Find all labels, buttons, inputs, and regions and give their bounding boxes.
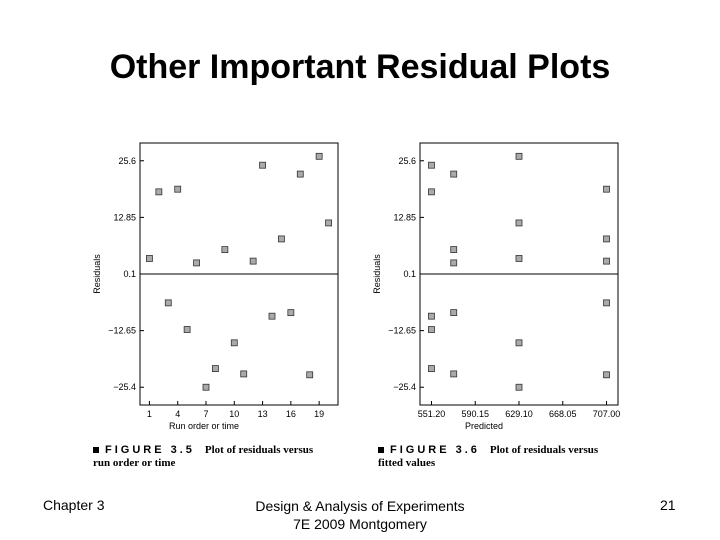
data-point bbox=[155, 188, 163, 196]
data-point bbox=[306, 371, 314, 379]
figure-3-5-caption: FIGURE 3.5 Plot of residuals versus run o… bbox=[93, 444, 363, 470]
y-tick-label: −25.4 bbox=[113, 382, 136, 392]
slide-title: Other Important Residual Plots bbox=[109, 48, 611, 86]
y-tick-label: 12.85 bbox=[393, 212, 416, 222]
x-tick-label: 629.10 bbox=[505, 409, 533, 419]
x-axis-label: Predicted bbox=[465, 421, 503, 431]
y-axis-label: Residuals bbox=[372, 254, 382, 294]
data-point bbox=[515, 219, 523, 227]
data-point bbox=[515, 152, 523, 160]
data-point bbox=[450, 309, 458, 317]
x-tick-label: 590.15 bbox=[461, 409, 489, 419]
data-point bbox=[603, 257, 610, 265]
caption-marker-icon bbox=[93, 447, 99, 454]
y-tick-label: 0.1 bbox=[403, 269, 416, 279]
x-tick-label: 13 bbox=[258, 409, 268, 419]
data-point bbox=[268, 312, 276, 320]
footer-course-info: Design & Analysis of Experiments 7E 2009… bbox=[210, 497, 510, 533]
data-point bbox=[325, 219, 332, 227]
data-point bbox=[164, 299, 172, 307]
data-point bbox=[450, 170, 458, 178]
footer-course-edition: 7E 2009 Montgomery bbox=[293, 516, 427, 532]
data-point bbox=[174, 185, 182, 193]
data-point bbox=[193, 259, 200, 267]
data-point bbox=[202, 383, 210, 391]
page-number: 21 bbox=[660, 497, 676, 513]
data-point bbox=[450, 259, 458, 267]
data-point bbox=[428, 312, 435, 320]
x-tick-label: 551.20 bbox=[418, 409, 446, 419]
x-tick-label: 16 bbox=[286, 409, 296, 419]
x-tick-label: 10 bbox=[229, 409, 239, 419]
y-tick-label: 25.6 bbox=[398, 156, 416, 166]
x-tick-label: 4 bbox=[175, 409, 180, 419]
y-tick-label: −12.65 bbox=[108, 326, 136, 336]
data-point bbox=[428, 326, 435, 333]
data-point bbox=[183, 326, 191, 333]
x-tick-label: 1 bbox=[147, 409, 152, 419]
data-point bbox=[221, 246, 229, 253]
data-point bbox=[515, 383, 523, 391]
figure-3-6-caption: FIGURE 3.6 Plot of residuals versus fitte… bbox=[378, 444, 648, 470]
data-point bbox=[603, 185, 610, 193]
data-point bbox=[603, 235, 610, 243]
data-point bbox=[296, 170, 304, 178]
data-point bbox=[249, 257, 257, 265]
data-point bbox=[428, 365, 435, 372]
x-axis-label: Run order or time bbox=[169, 421, 239, 431]
data-point bbox=[278, 235, 285, 243]
x-tick-label: 668.05 bbox=[549, 409, 577, 419]
figure-number: FIGURE 3.5 bbox=[105, 444, 195, 456]
figure-description-line2: run order or time bbox=[93, 457, 176, 469]
data-point bbox=[240, 370, 248, 378]
caption-marker-icon bbox=[378, 447, 384, 454]
data-point bbox=[603, 299, 610, 307]
data-point bbox=[450, 370, 458, 378]
footer-chapter: Chapter 3 bbox=[43, 497, 105, 513]
y-tick-label: 12.85 bbox=[113, 212, 136, 222]
figure-description: Plot of residuals versus bbox=[204, 444, 314, 456]
data-point bbox=[315, 152, 323, 160]
figure-number: FIGURE 3.6 bbox=[390, 444, 480, 456]
data-point bbox=[450, 246, 458, 253]
data-point bbox=[428, 188, 435, 196]
y-tick-label: −25.4 bbox=[393, 382, 416, 392]
figure-description-line2: fitted values bbox=[378, 457, 436, 469]
data-point bbox=[259, 161, 266, 169]
y-axis-label: Residuals bbox=[92, 254, 102, 294]
x-tick-label: 707.00 bbox=[593, 409, 621, 419]
data-point bbox=[515, 255, 523, 262]
data-point bbox=[212, 365, 219, 372]
footer-course-title: Design & Analysis of Experiments bbox=[255, 498, 465, 514]
y-tick-label: 25.6 bbox=[118, 156, 136, 166]
data-point bbox=[287, 309, 295, 317]
residuals-vs-fitted-plot: 25.6 12.85 0.1 −12.65 −25.4 551.20 590.15 629.1… bbox=[372, 142, 621, 431]
data-point bbox=[603, 371, 610, 379]
data-point bbox=[230, 339, 238, 347]
x-tick-label: 19 bbox=[314, 409, 324, 419]
y-tick-label: −12.65 bbox=[388, 326, 416, 336]
data-point bbox=[428, 161, 435, 169]
figure-description: Plot of residuals versus bbox=[489, 444, 599, 456]
data-point bbox=[515, 339, 523, 347]
data-point bbox=[146, 255, 153, 262]
y-tick-label: 0.1 bbox=[123, 269, 136, 279]
residuals-vs-run-order-plot: 25.6 12.85 0.1 −12.65 −25.4 1 4 7 10 13 16 19 Run or… bbox=[92, 142, 339, 431]
x-tick-label: 7 bbox=[203, 409, 208, 419]
